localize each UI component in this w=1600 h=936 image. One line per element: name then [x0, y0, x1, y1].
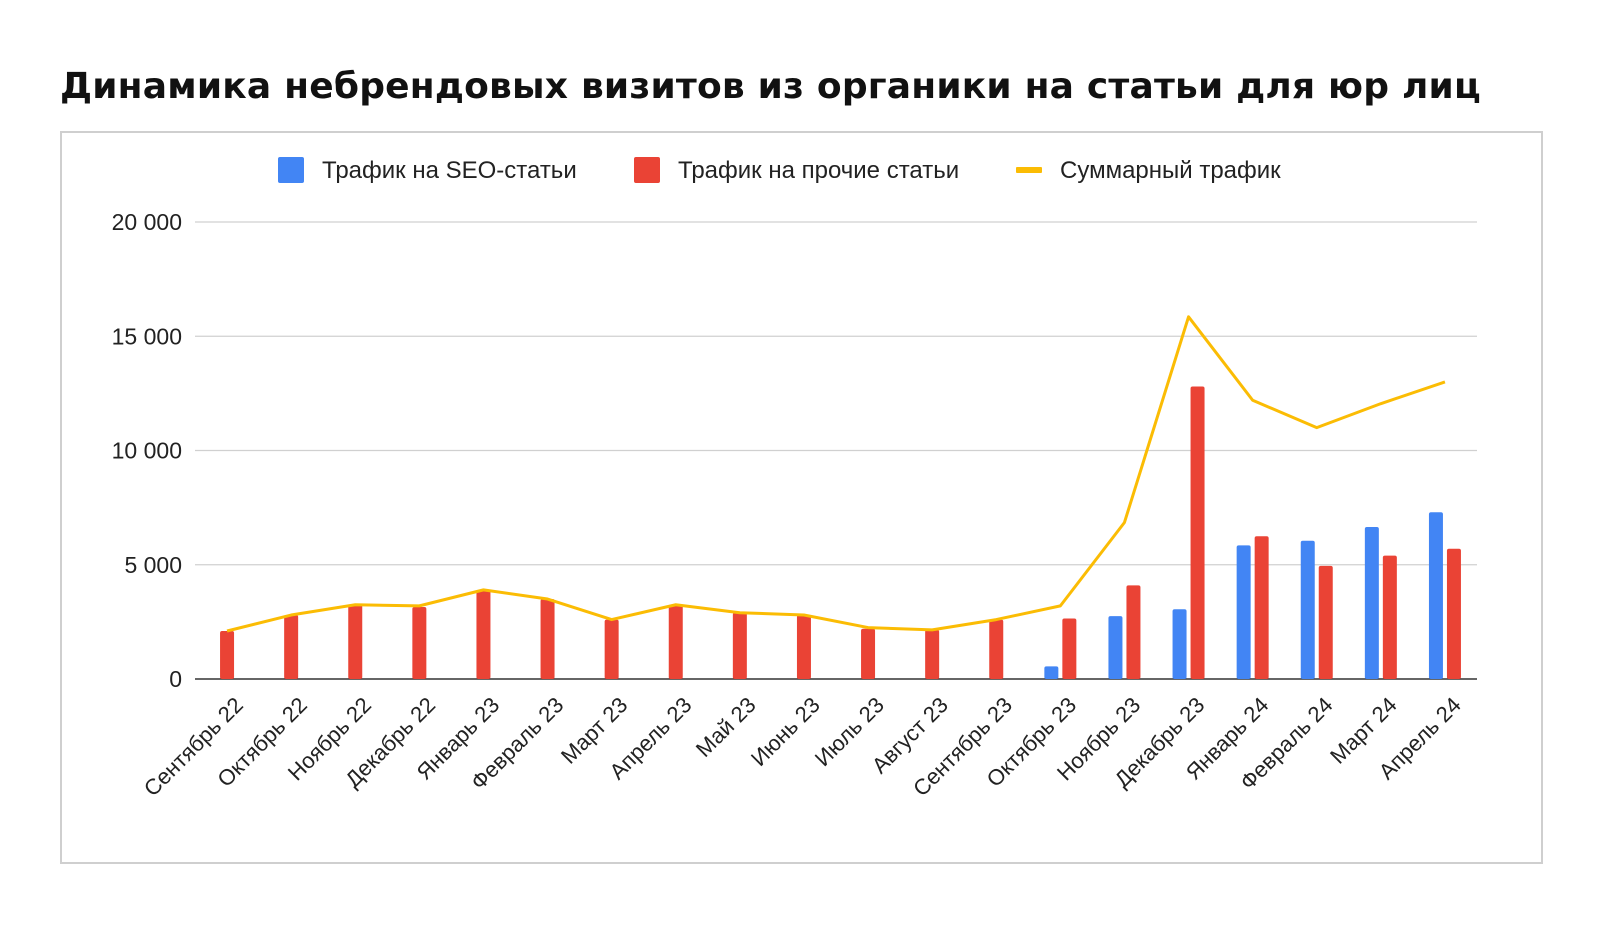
- bar-seo: [1044, 666, 1059, 679]
- bar-seo: [1300, 540, 1315, 679]
- bar-other: [989, 619, 1004, 679]
- total-line-path: [226, 315, 1446, 633]
- bar-other: [1190, 386, 1205, 679]
- bar-other: [796, 615, 811, 679]
- bar-other: [412, 607, 427, 679]
- bar-other: [668, 604, 683, 679]
- legend-label: Суммарный трафик: [1060, 157, 1281, 184]
- y-tick-label: 5 000: [124, 552, 182, 578]
- legend-label: Трафик на SEO-статьи: [322, 157, 577, 184]
- x-tick-label: Июнь 23: [746, 692, 825, 771]
- chart-frame: Трафик на SEO-статьи Трафик на прочие ста…: [60, 131, 1543, 864]
- bars: [220, 386, 1461, 679]
- legend-swatch: [634, 157, 660, 183]
- legend-swatch: [1016, 167, 1042, 173]
- bar-other: [925, 629, 940, 679]
- bar-other: [1382, 555, 1397, 679]
- bar-other: [732, 612, 747, 679]
- bar-seo: [1428, 512, 1443, 679]
- y-tick-label: 20 000: [112, 209, 182, 235]
- bar-other: [540, 599, 555, 679]
- legend-swatch: [278, 157, 304, 183]
- bar-other: [220, 631, 235, 679]
- bar-other: [1062, 618, 1077, 679]
- bar-seo: [1236, 545, 1251, 679]
- y-tick-label: 15 000: [112, 323, 182, 349]
- bar-other: [861, 628, 876, 679]
- bar-other: [1318, 565, 1333, 679]
- y-tick-label: 10 000: [112, 438, 182, 464]
- chart: Трафик на SEO-статьи Трафик на прочие ста…: [112, 157, 1477, 801]
- bar-other: [284, 615, 299, 679]
- bar-other: [1254, 536, 1269, 679]
- page-title: Динамика небрендовых визитов из органики…: [60, 66, 1481, 107]
- bar-other: [604, 619, 619, 679]
- bar-seo: [1108, 616, 1123, 679]
- grid: 0 5 000 10 000 15 000 20 000: [112, 209, 1477, 692]
- bar-other: [476, 589, 491, 679]
- bar-other: [1446, 548, 1461, 679]
- bar-other: [1126, 585, 1141, 679]
- total-line: [226, 315, 1446, 633]
- bar-other: [348, 604, 363, 679]
- y-tick-label: 0: [169, 666, 182, 692]
- legend: Трафик на SEO-статьи Трафик на прочие ста…: [278, 157, 1281, 184]
- bar-seo: [1172, 609, 1187, 679]
- bar-seo: [1364, 527, 1379, 679]
- legend-label: Трафик на прочие статьи: [678, 157, 959, 184]
